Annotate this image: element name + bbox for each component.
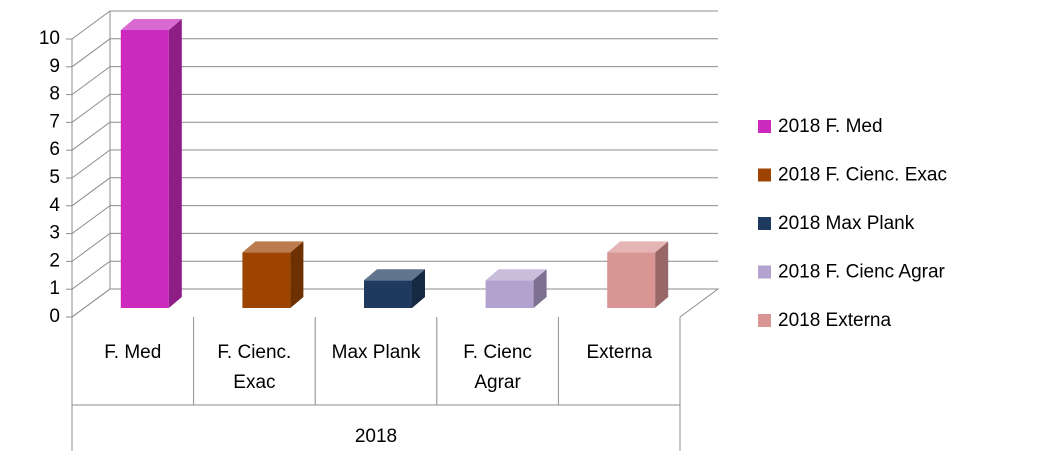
y-tick-label: 2	[49, 250, 60, 271]
grid-line	[71, 93, 718, 123]
x-tick-label: Max Plank	[331, 342, 421, 363]
legend-swatch	[758, 217, 771, 230]
bar	[364, 269, 425, 308]
bar	[242, 241, 304, 308]
bar-top	[120, 19, 182, 30]
grid-line	[71, 149, 718, 179]
legend-swatch	[758, 168, 771, 182]
x-tick-label: F. Cienc Agrar	[463, 342, 532, 393]
bar	[485, 269, 547, 308]
bar-top	[364, 269, 425, 281]
y-tick-label: 10	[39, 28, 60, 49]
bar-top	[242, 241, 304, 253]
bar	[120, 19, 182, 308]
y-tick-label: 9	[49, 56, 60, 77]
bar-front	[607, 252, 656, 308]
grid-line	[71, 205, 718, 235]
y-tick-label: 7	[49, 111, 60, 132]
grid-line	[71, 10, 718, 40]
bar-side	[533, 269, 547, 308]
bar-top	[485, 269, 547, 281]
bar-side	[168, 19, 182, 308]
x-tick-label: F. Cienc. Exac	[217, 342, 292, 393]
legend-label: 2018 Max Plank	[778, 213, 915, 234]
legend-swatch	[758, 120, 771, 133]
bar	[607, 241, 669, 308]
bar-side	[655, 241, 669, 308]
y-tick-label: 1	[49, 278, 60, 299]
grid-line	[71, 66, 718, 96]
grid-line	[71, 121, 718, 151]
x-tick-label: F. Med	[104, 342, 162, 363]
y-tick-label: 6	[49, 139, 60, 160]
y-tick-label: 8	[49, 84, 60, 105]
legend-swatch	[758, 265, 771, 279]
legend-label: 2018 F. Cienc Agrar	[778, 262, 946, 283]
bar-top	[607, 241, 669, 253]
bar-front	[242, 252, 291, 308]
bar-side	[290, 241, 304, 308]
legend-label: 2018 Externa	[778, 310, 891, 331]
legend-swatch	[758, 314, 771, 327]
grid-line	[71, 38, 718, 68]
y-tick-label: 4	[49, 195, 60, 216]
grid-line	[71, 232, 718, 262]
y-tick-label: 3	[49, 223, 60, 244]
legend-label: 2018 F. Cienc. Exac	[778, 165, 947, 186]
legend-label: 2018 F. Med	[778, 116, 883, 137]
grid-line	[71, 177, 718, 207]
bar-front	[364, 280, 412, 308]
x-tick-label: Externa	[586, 342, 652, 363]
y-tick-label: 5	[49, 167, 60, 188]
y-tick-label: 0	[49, 306, 60, 327]
grid-line	[71, 260, 718, 290]
bar-front	[120, 30, 169, 308]
group-label: 2018	[354, 426, 398, 447]
bar-side	[412, 269, 425, 308]
bar-front	[485, 280, 534, 308]
